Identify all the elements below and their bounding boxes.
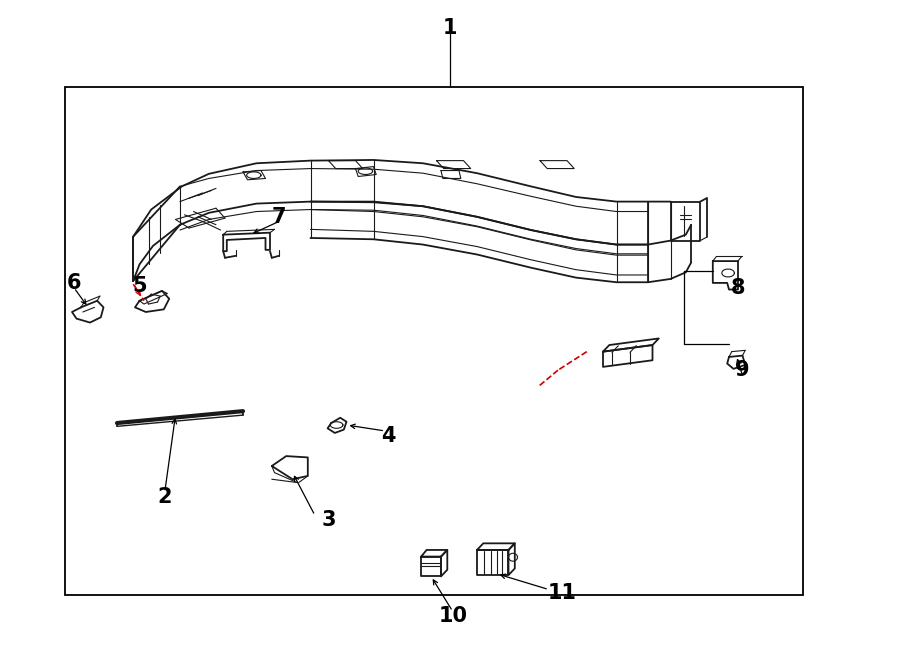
- Text: 7: 7: [272, 207, 286, 227]
- Text: 9: 9: [735, 360, 750, 380]
- Text: 8: 8: [731, 278, 745, 297]
- Text: 4: 4: [382, 426, 396, 446]
- Text: 1: 1: [443, 18, 457, 38]
- Bar: [65, 87, 803, 595]
- Text: 5: 5: [132, 276, 147, 295]
- Text: 3: 3: [321, 510, 336, 530]
- Text: 11: 11: [548, 583, 577, 603]
- Text: 2: 2: [158, 487, 172, 507]
- Text: 6: 6: [67, 273, 81, 293]
- Text: 10: 10: [438, 606, 467, 626]
